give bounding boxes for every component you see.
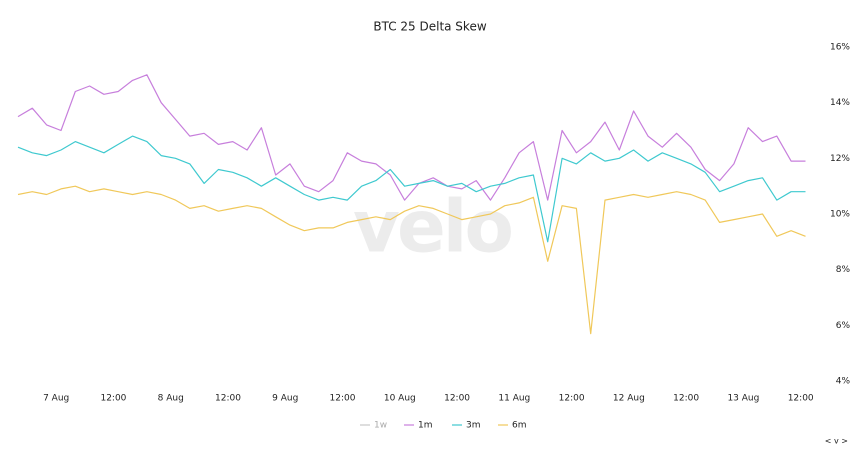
x-tick-label: 12:00 xyxy=(215,394,241,404)
series-line xyxy=(17,135,806,243)
x-tick-label: 12:00 xyxy=(788,394,814,404)
y-tick-label: 10% xyxy=(830,210,850,220)
x-tick-label: 11 Aug xyxy=(498,394,530,404)
x-tick-label: 8 Aug xyxy=(158,394,184,404)
x-tick-label: 12:00 xyxy=(559,394,585,404)
y-tick-label: 12% xyxy=(830,154,850,164)
watermark: velo xyxy=(353,185,511,269)
x-tick-label: 12:00 xyxy=(100,394,126,404)
series-line xyxy=(17,74,806,201)
x-tick-label: 12:00 xyxy=(330,394,356,404)
series-line xyxy=(17,185,806,335)
legend-nav[interactable]: < v > xyxy=(825,437,848,446)
y-tick-label: 14% xyxy=(830,98,850,108)
x-tick-label: 13 Aug xyxy=(727,394,759,404)
x-tick-label: 9 Aug xyxy=(272,394,298,404)
chart-title: BTC 25 Delta Skew xyxy=(373,20,486,34)
legend-label[interactable]: 3m xyxy=(466,421,481,431)
x-tick-label: 12:00 xyxy=(444,394,470,404)
y-tick-label: 8% xyxy=(836,265,851,275)
x-tick-label: 12:00 xyxy=(673,394,699,404)
y-tick-label: 4% xyxy=(836,377,851,387)
legend-label[interactable]: 6m xyxy=(512,421,527,431)
legend-label[interactable]: 1m xyxy=(418,421,433,431)
legend-label[interactable]: 1w xyxy=(374,421,387,431)
y-tick-label: 6% xyxy=(836,321,851,331)
y-tick-label: 16% xyxy=(830,43,850,53)
x-tick-label: 12 Aug xyxy=(613,394,645,404)
x-tick-label: 10 Aug xyxy=(384,394,416,404)
x-tick-label: 7 Aug xyxy=(43,394,69,404)
